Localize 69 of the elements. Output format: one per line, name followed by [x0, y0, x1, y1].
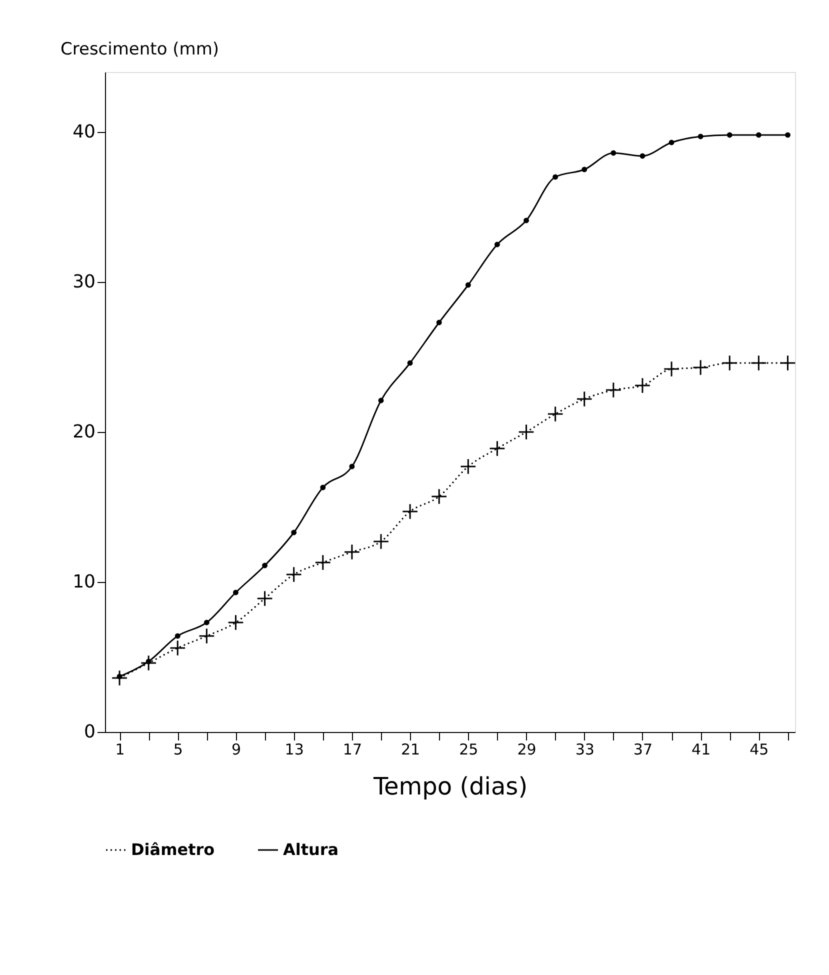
- point: [378, 398, 384, 404]
- legend-label: Altura: [283, 840, 339, 859]
- point: [605, 382, 622, 398]
- x-tick-label: 17: [342, 740, 362, 758]
- y-tick-label: 40: [72, 122, 96, 142]
- point: [465, 282, 471, 288]
- point: [436, 320, 442, 326]
- y-tick-label: 0: [84, 722, 96, 742]
- x-tick-label: 5: [173, 740, 183, 758]
- point: [634, 377, 651, 394]
- x-axis-title: Tempo (dias): [372, 772, 528, 800]
- point: [402, 503, 418, 520]
- point: [111, 670, 128, 686]
- point: [780, 354, 796, 372]
- point: [291, 530, 297, 536]
- point: [582, 166, 588, 172]
- point: [169, 640, 186, 656]
- point: [146, 658, 152, 664]
- point: [286, 566, 302, 583]
- point: [756, 132, 762, 138]
- point: [610, 150, 616, 156]
- point: [460, 458, 476, 475]
- y-axis-title: Crescimento (mm): [60, 40, 220, 60]
- point: [116, 674, 122, 680]
- point: [204, 620, 210, 626]
- point: [524, 218, 529, 224]
- point: [314, 554, 332, 571]
- point: [750, 354, 767, 372]
- point: [721, 354, 738, 372]
- point: [785, 132, 790, 138]
- point: [344, 544, 360, 560]
- x-tick-label: 33: [575, 740, 594, 758]
- x-tick-label: 45: [750, 740, 769, 758]
- point: [407, 360, 413, 366]
- x-tick-label: 13: [284, 740, 304, 758]
- point: [198, 628, 215, 644]
- point: [663, 360, 680, 378]
- x-tick-label: 21: [401, 740, 420, 758]
- y-tick-label: 20: [72, 422, 96, 442]
- point: [372, 533, 390, 550]
- point: [256, 590, 273, 607]
- point: [430, 488, 448, 505]
- point: [349, 464, 355, 470]
- point: [494, 242, 500, 248]
- point: [552, 174, 558, 180]
- point: [489, 440, 506, 457]
- point: [320, 484, 326, 490]
- x-tick-label: 25: [459, 740, 478, 758]
- point: [692, 359, 709, 376]
- point: [233, 590, 238, 596]
- point: [174, 633, 180, 639]
- point: [262, 562, 268, 568]
- point: [698, 134, 704, 140]
- y-tick-label: 10: [72, 572, 96, 592]
- x-tick-label: 29: [517, 740, 536, 758]
- y-tick-label: 30: [72, 272, 96, 292]
- point: [668, 140, 674, 146]
- point: [576, 390, 593, 408]
- point: [640, 153, 646, 159]
- x-tick-label: 1: [115, 740, 125, 758]
- legend-label: Diâmetro: [131, 840, 215, 859]
- point: [518, 424, 534, 440]
- point: [547, 406, 564, 422]
- point: [726, 132, 732, 138]
- x-tick-label: 37: [633, 740, 653, 758]
- point: [140, 654, 157, 672]
- point: [228, 614, 244, 631]
- x-tick-label: 41: [692, 740, 711, 758]
- x-tick-label: 9: [231, 740, 242, 758]
